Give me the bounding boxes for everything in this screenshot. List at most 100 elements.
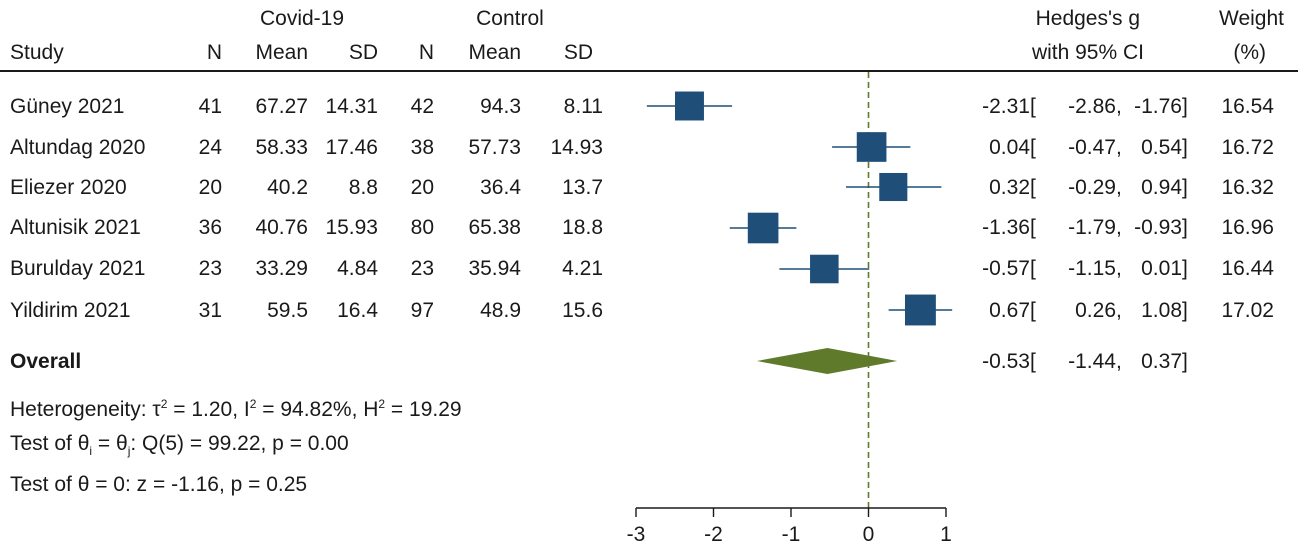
overall-effect-test-text: Test of θ = 0: z = -1.16, p = 0.25 bbox=[10, 473, 308, 496]
study-ci-open: [ bbox=[1030, 136, 1036, 159]
study-n2: 23 bbox=[410, 257, 434, 280]
effect-marker bbox=[747, 212, 779, 244]
study-mean2: 35.94 bbox=[468, 257, 521, 280]
study-column-header: Study bbox=[10, 41, 64, 64]
study-weight: 16.44 bbox=[1221, 257, 1274, 280]
overall-g: -0.53 bbox=[982, 350, 1030, 373]
study-sd1: 4.84 bbox=[337, 257, 378, 280]
overall-ci-hi: 0.37 bbox=[1141, 350, 1182, 373]
study-ci-hi: 1.08 bbox=[1141, 299, 1182, 322]
mean2-column-header: Mean bbox=[468, 41, 521, 64]
effect-header-line2: with 95% CI bbox=[1031, 41, 1144, 64]
study-ci-comma: , bbox=[1116, 299, 1122, 322]
study-ci-hi: -0.93 bbox=[1134, 216, 1182, 239]
study-ci-lo: -1.79 bbox=[1068, 216, 1116, 239]
study-mean2: 48.9 bbox=[480, 299, 521, 322]
study-g: 0.67 bbox=[989, 299, 1030, 322]
study-ci-lo: -2.86 bbox=[1068, 95, 1116, 118]
study-ci-hi: 0.94 bbox=[1141, 176, 1182, 199]
study-mean1: 59.5 bbox=[267, 299, 308, 322]
study-sd2: 4.21 bbox=[562, 257, 603, 280]
mean1-column-header: Mean bbox=[255, 41, 308, 64]
study-ci-open: [ bbox=[1030, 257, 1036, 280]
study-n1: 41 bbox=[198, 95, 222, 118]
header-rule bbox=[0, 70, 1298, 72]
study-name: Yildirim 2021 bbox=[10, 299, 131, 322]
study-ci-hi: -1.76 bbox=[1134, 95, 1182, 118]
study-ci-open: [ bbox=[1030, 95, 1036, 118]
study-ci-comma: , bbox=[1116, 257, 1122, 280]
study-ci-hi: 0.01 bbox=[1141, 257, 1182, 280]
weight-header-line2: (%) bbox=[1233, 41, 1266, 64]
study-sd1: 14.31 bbox=[325, 95, 378, 118]
study-weight: 16.72 bbox=[1221, 136, 1274, 159]
study-ci-open: [ bbox=[1030, 299, 1036, 322]
study-ci-comma: , bbox=[1116, 95, 1122, 118]
effect-marker bbox=[856, 132, 887, 162]
study-ci-close: ] bbox=[1182, 136, 1188, 159]
overall-label: Overall bbox=[10, 350, 82, 373]
study-sd1: 15.93 bbox=[325, 216, 378, 239]
effect-marker bbox=[904, 294, 936, 326]
study-ci-lo: -1.15 bbox=[1068, 257, 1116, 280]
study-n2: 38 bbox=[410, 136, 434, 159]
study-mean2: 57.73 bbox=[468, 136, 521, 159]
study-n1: 36 bbox=[198, 216, 222, 239]
x-tick-label: -2 bbox=[704, 523, 723, 546]
effect-header-line1: Hedges's g bbox=[1035, 7, 1140, 30]
study-mean2: 65.38 bbox=[468, 216, 521, 239]
study-mean1: 40.2 bbox=[267, 176, 308, 199]
study-mean1: 67.27 bbox=[255, 95, 308, 118]
study-sd2: 15.6 bbox=[562, 299, 603, 322]
effect-marker bbox=[810, 254, 839, 284]
effect-marker bbox=[879, 172, 908, 202]
study-ci-lo: 0.26 bbox=[1075, 299, 1116, 322]
study-name: Altundag 2020 bbox=[10, 136, 146, 159]
heterogeneity-text: Heterogeneity: τ2 = 1.20, I2 = 94.82%, H… bbox=[10, 397, 462, 421]
study-mean1: 58.33 bbox=[255, 136, 308, 159]
study-n1: 20 bbox=[198, 176, 222, 199]
study-ci-hi: 0.54 bbox=[1141, 136, 1182, 159]
group1-header: Covid-19 bbox=[259, 7, 345, 30]
study-weight: 17.02 bbox=[1221, 299, 1274, 322]
study-mean2: 36.4 bbox=[480, 176, 521, 199]
study-ci-comma: , bbox=[1116, 176, 1122, 199]
study-ci-close: ] bbox=[1182, 299, 1188, 322]
sd2-column-header: SD bbox=[563, 41, 593, 64]
study-sd1: 8.8 bbox=[348, 176, 378, 199]
study-ci-comma: , bbox=[1116, 136, 1122, 159]
study-name: Altunisik 2021 bbox=[10, 216, 141, 239]
overall-ci-comma: , bbox=[1116, 350, 1122, 373]
overall-diamond bbox=[756, 348, 898, 374]
sd1-column-header: SD bbox=[348, 41, 378, 64]
study-ci-close: ] bbox=[1182, 216, 1188, 239]
study-g: 0.04 bbox=[989, 136, 1030, 159]
study-sd2: 8.11 bbox=[563, 95, 603, 118]
study-n2: 42 bbox=[410, 95, 434, 118]
study-g: -1.36 bbox=[982, 216, 1030, 239]
study-ci-close: ] bbox=[1182, 95, 1188, 118]
n2-column-header: N bbox=[418, 41, 434, 64]
study-ci-comma: , bbox=[1116, 216, 1122, 239]
study-g: -0.57 bbox=[982, 257, 1030, 280]
x-tick-label: -3 bbox=[627, 523, 646, 546]
n1-column-header: N bbox=[206, 41, 222, 64]
study-sd1: 17.46 bbox=[325, 136, 378, 159]
study-ci-open: [ bbox=[1030, 216, 1036, 239]
study-weight: 16.54 bbox=[1221, 95, 1274, 118]
group2-header: Control bbox=[476, 7, 544, 30]
homogeneity-test-text: Test of θi = θj: Q(5) = 99.22, p = 0.00 bbox=[10, 432, 349, 459]
study-ci-open: [ bbox=[1030, 176, 1036, 199]
study-name: Güney 2021 bbox=[10, 95, 125, 118]
overall-ci-lo: -1.44 bbox=[1068, 350, 1116, 373]
study-n1: 31 bbox=[198, 299, 222, 322]
study-ci-close: ] bbox=[1182, 257, 1188, 280]
study-ci-lo: -0.29 bbox=[1068, 176, 1116, 199]
x-tick-label: -1 bbox=[782, 523, 801, 546]
study-weight: 16.32 bbox=[1221, 176, 1274, 199]
overall-ci-close: ] bbox=[1182, 350, 1188, 373]
study-sd1: 16.4 bbox=[337, 299, 378, 322]
study-name: Burulday 2021 bbox=[10, 257, 146, 280]
study-weight: 16.96 bbox=[1221, 216, 1274, 239]
study-ci-lo: -0.47 bbox=[1068, 136, 1116, 159]
